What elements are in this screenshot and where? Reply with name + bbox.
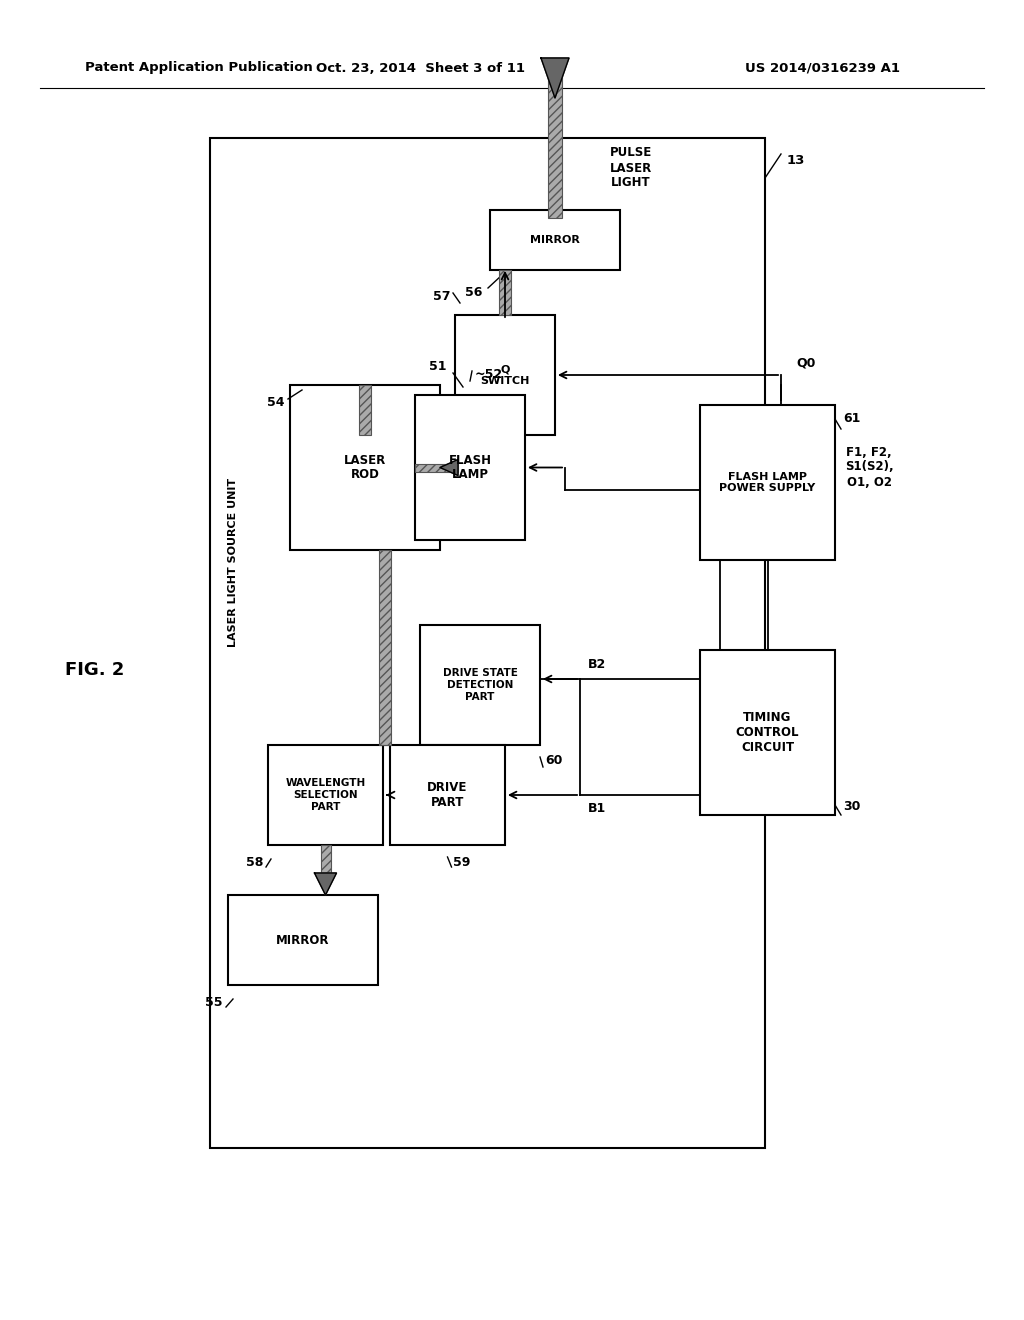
Text: DRIVE
PART: DRIVE PART (427, 781, 468, 809)
Bar (415, 395, 525, 540)
Text: B2: B2 (588, 659, 606, 672)
Bar (228, 895, 378, 985)
Bar (490, 210, 620, 271)
Text: MIRROR: MIRROR (276, 933, 330, 946)
Text: FLASH LAMP
POWER SUPPLY: FLASH LAMP POWER SUPPLY (720, 471, 816, 494)
Text: F1, F2,
S1(S2),
O1, O2: F1, F2, S1(S2), O1, O2 (845, 446, 894, 488)
Text: LASER LIGHT SOURCE UNIT: LASER LIGHT SOURCE UNIT (228, 478, 238, 647)
Text: 58: 58 (246, 857, 263, 870)
Bar (268, 744, 383, 845)
Text: WAVELENGTH
SELECTION
PART: WAVELENGTH SELECTION PART (286, 779, 366, 812)
Text: PULSE
LASER
LIGHT: PULSE LASER LIGHT (610, 147, 652, 190)
Text: US 2014/0316239 A1: US 2014/0316239 A1 (745, 62, 900, 74)
Polygon shape (541, 58, 569, 98)
Bar (548, 58, 562, 218)
Bar (210, 139, 765, 1148)
Polygon shape (440, 459, 458, 475)
Text: Q
SWITCH: Q SWITCH (480, 364, 529, 385)
Bar (420, 624, 540, 744)
Text: 13: 13 (787, 153, 805, 166)
Bar (390, 744, 505, 845)
Bar (455, 315, 555, 436)
Bar (290, 385, 440, 550)
Text: DRIVE STATE
DETECTION
PART: DRIVE STATE DETECTION PART (442, 668, 517, 702)
Bar (321, 845, 331, 873)
Text: ~52: ~52 (475, 368, 503, 381)
Text: 61: 61 (843, 412, 860, 425)
Text: Oct. 23, 2014  Sheet 3 of 11: Oct. 23, 2014 Sheet 3 of 11 (315, 62, 524, 74)
Bar (499, 271, 511, 315)
Text: MIRROR: MIRROR (530, 235, 580, 246)
Text: TIMING
CONTROL
CIRCUIT: TIMING CONTROL CIRCUIT (736, 711, 800, 754)
Bar (415, 463, 458, 471)
Text: B1: B1 (588, 803, 606, 816)
Text: 57: 57 (432, 290, 450, 304)
Text: 60: 60 (545, 754, 562, 767)
Text: Q0: Q0 (796, 356, 815, 370)
Text: 51: 51 (429, 360, 447, 374)
Text: FLASH
LAMP: FLASH LAMP (449, 454, 492, 482)
Text: FIG. 2: FIG. 2 (66, 661, 125, 678)
Bar (379, 550, 391, 744)
Text: Patent Application Publication: Patent Application Publication (85, 62, 312, 74)
Bar (359, 385, 371, 436)
Text: LASER
ROD: LASER ROD (344, 454, 386, 482)
Text: 56: 56 (465, 285, 482, 298)
Text: 30: 30 (843, 800, 860, 813)
Text: 55: 55 (206, 997, 223, 1010)
Text: 59: 59 (453, 857, 470, 870)
Bar (700, 405, 835, 560)
Bar (700, 649, 835, 814)
Polygon shape (314, 873, 337, 895)
Text: 54: 54 (267, 396, 285, 409)
